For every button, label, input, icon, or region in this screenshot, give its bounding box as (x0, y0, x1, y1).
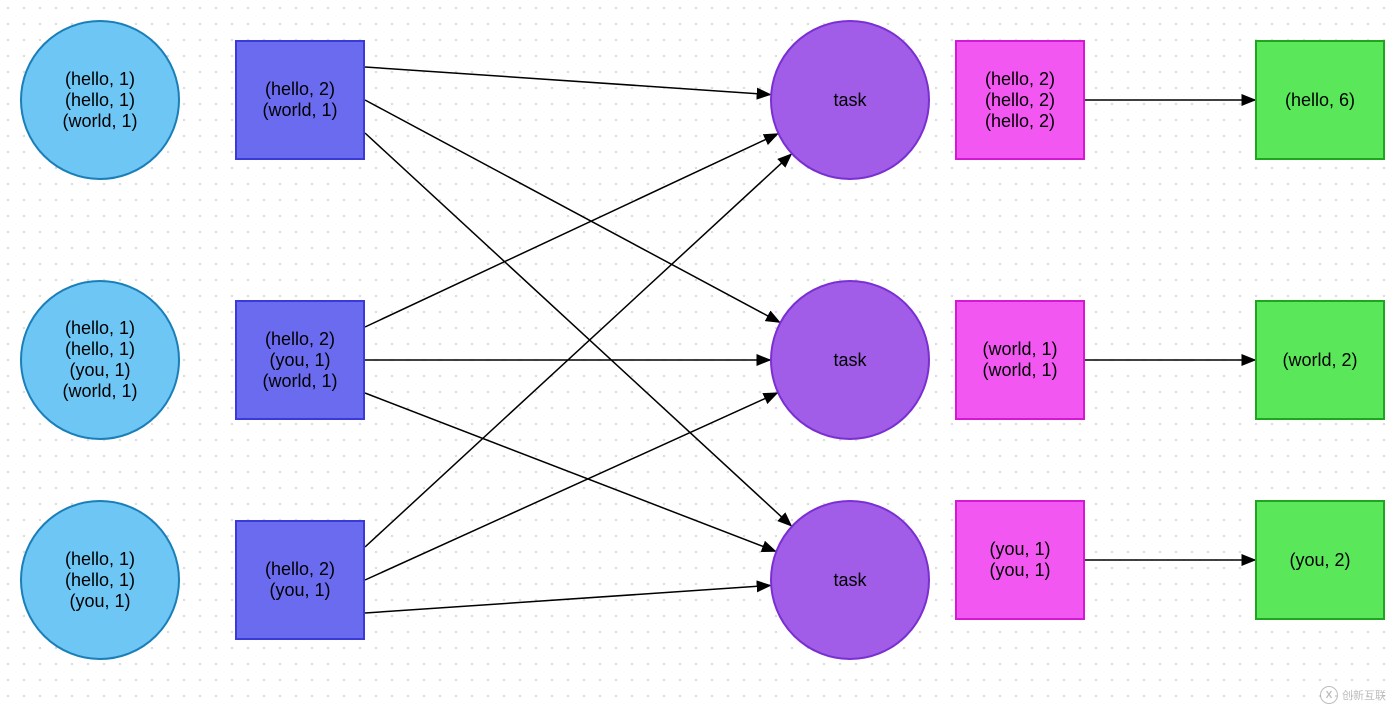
node-indigo1: (hello, 2)(world, 1) (235, 40, 365, 160)
node-green3-line-0: (you, 2) (1289, 550, 1350, 571)
node-blue2-line-0: (hello, 1) (65, 318, 135, 339)
node-indigo2-line-2: (world, 1) (262, 371, 337, 392)
node-blue2: (hello, 1)(hello, 1)(you, 1)(world, 1) (20, 280, 180, 440)
node-indigo3-line-1: (you, 1) (269, 580, 330, 601)
watermark: X 创新互联 (1320, 686, 1386, 704)
node-indigo1-line-1: (world, 1) (262, 100, 337, 121)
node-blue1-line-2: (world, 1) (62, 111, 137, 132)
edge-indigo1-to-task3 (365, 133, 791, 526)
node-indigo3-line-0: (hello, 2) (265, 559, 335, 580)
node-green1-line-0: (hello, 6) (1285, 90, 1355, 111)
edge-indigo2-to-task3 (365, 393, 775, 551)
edge-indigo1-to-task1 (365, 67, 770, 95)
node-indigo1-line-0: (hello, 2) (265, 79, 335, 100)
node-blue3: (hello, 1)(hello, 1)(you, 1) (20, 500, 180, 660)
node-magenta1-line-1: (hello, 2) (985, 90, 1055, 111)
node-task1: task (770, 20, 930, 180)
node-green3: (you, 2) (1255, 500, 1385, 620)
node-task3-line-0: task (833, 570, 866, 591)
node-green1: (hello, 6) (1255, 40, 1385, 160)
node-blue3-line-0: (hello, 1) (65, 549, 135, 570)
node-magenta3-line-1: (you, 1) (989, 560, 1050, 581)
node-magenta1-line-0: (hello, 2) (985, 69, 1055, 90)
node-task1-line-0: task (833, 90, 866, 111)
node-magenta2-line-0: (world, 1) (982, 339, 1057, 360)
edge-indigo3-to-task2 (365, 393, 777, 580)
node-blue2-line-3: (world, 1) (62, 381, 137, 402)
node-indigo2-line-1: (you, 1) (269, 350, 330, 371)
node-blue1-line-0: (hello, 1) (65, 69, 135, 90)
node-green2-line-0: (world, 2) (1282, 350, 1357, 371)
node-task3: task (770, 500, 930, 660)
node-blue3-line-1: (hello, 1) (65, 570, 135, 591)
watermark-label: 创新互联 (1342, 687, 1386, 703)
node-indigo2: (hello, 2)(you, 1)(world, 1) (235, 300, 365, 420)
edge-indigo2-to-task1 (365, 134, 778, 327)
node-task2-line-0: task (833, 350, 866, 371)
node-magenta2: (world, 1)(world, 1) (955, 300, 1085, 420)
node-magenta1-line-2: (hello, 2) (985, 111, 1055, 132)
node-blue1-line-1: (hello, 1) (65, 90, 135, 111)
node-magenta2-line-1: (world, 1) (982, 360, 1057, 381)
node-magenta3-line-0: (you, 1) (989, 539, 1050, 560)
edge-indigo3-to-task3 (365, 585, 770, 613)
node-task2: task (770, 280, 930, 440)
diagram-canvas: X 创新互联 (hello, 1)(hello, 1)(world, 1)(he… (0, 0, 1392, 708)
edge-indigo1-to-task2 (365, 100, 779, 322)
diagram-edges-layer (0, 0, 1392, 708)
watermark-icon: X (1320, 686, 1338, 704)
node-indigo2-line-0: (hello, 2) (265, 329, 335, 350)
node-indigo3: (hello, 2)(you, 1) (235, 520, 365, 640)
node-magenta1: (hello, 2)(hello, 2)(hello, 2) (955, 40, 1085, 160)
edge-indigo3-to-task1 (365, 154, 791, 547)
node-blue2-line-1: (hello, 1) (65, 339, 135, 360)
node-blue3-line-2: (you, 1) (69, 591, 130, 612)
node-blue2-line-2: (you, 1) (69, 360, 130, 381)
node-green2: (world, 2) (1255, 300, 1385, 420)
node-blue1: (hello, 1)(hello, 1)(world, 1) (20, 20, 180, 180)
node-magenta3: (you, 1)(you, 1) (955, 500, 1085, 620)
